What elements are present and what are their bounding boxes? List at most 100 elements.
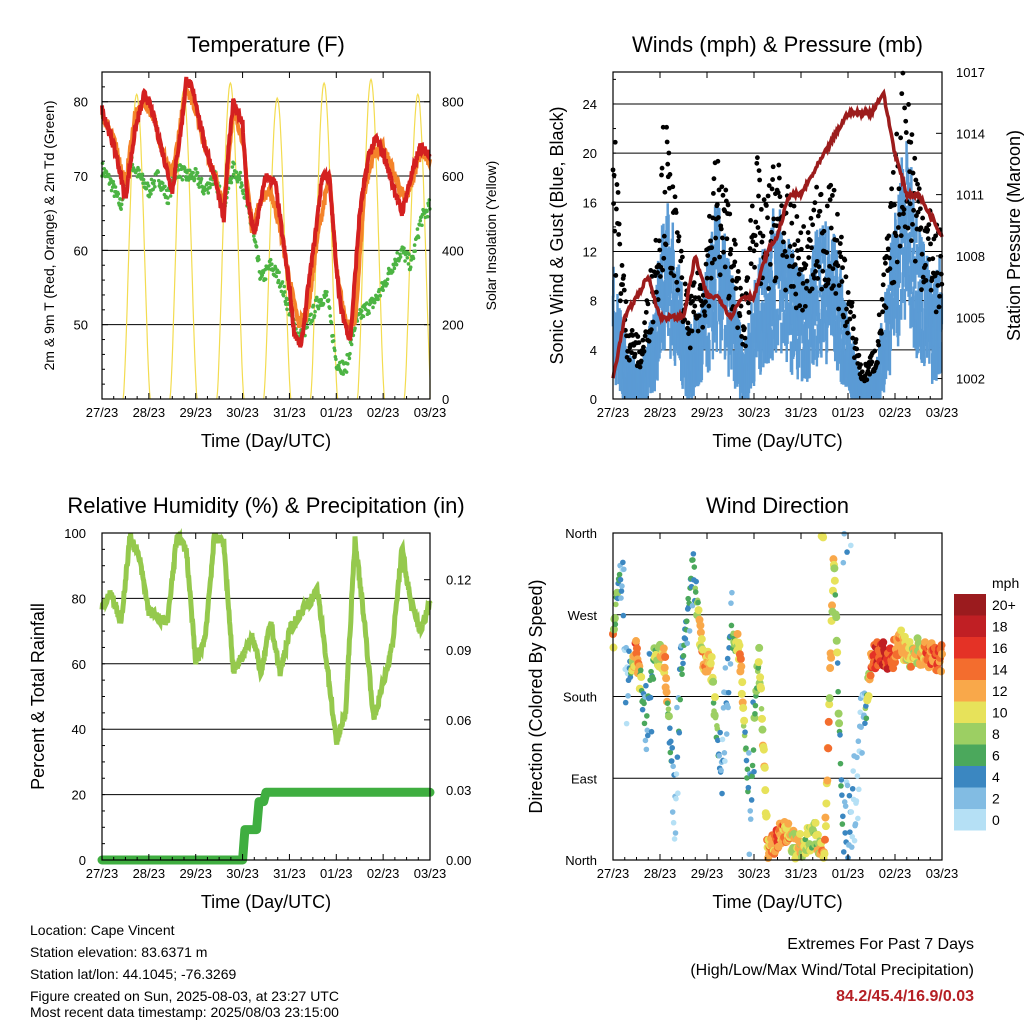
dewpoint-point: [331, 339, 336, 343]
gust-point: [844, 306, 849, 312]
wind-direction-point: [643, 746, 650, 753]
y-right-axis-title: Solar Insolation (Yellow): [483, 161, 499, 311]
gust-point: [775, 190, 781, 195]
gust-point: [822, 277, 828, 283]
dewpoint-point: [147, 194, 152, 199]
wind-direction-point: [733, 630, 742, 639]
dewpoint-point: [349, 342, 354, 347]
y-tick-label: North: [565, 853, 597, 868]
gust-point: [826, 277, 831, 283]
gust-point: [687, 345, 693, 351]
y-tick-label: 50: [74, 318, 88, 333]
wind-direction-point: [858, 724, 864, 730]
gust-point: [917, 206, 923, 212]
wind-direction-point: [728, 622, 735, 629]
gust-point: [911, 207, 917, 213]
dewpoint-point: [199, 176, 204, 181]
y-tick-label: 80: [72, 591, 86, 606]
gust-point: [928, 241, 933, 247]
legend-swatch: [954, 701, 986, 723]
wind-direction-point: [610, 614, 619, 623]
info-recent: Most recent data timestamp: 2025/08/03 2…: [30, 1004, 339, 1020]
info-latlon: Station lat/lon: 44.1045; -76.3269: [30, 966, 237, 982]
wind-direction-point: [823, 776, 832, 785]
y-tick-label: 16: [583, 195, 597, 210]
wind-direction-point: [830, 576, 839, 585]
extremes-values: 84.2/45.4/16.9/0.03: [836, 988, 974, 1005]
wind-direction-point: [641, 720, 648, 727]
y-right-tick-label: 1017: [956, 65, 985, 80]
gust-point: [777, 194, 783, 200]
wind-direction-point: [844, 549, 850, 555]
gust-point: [796, 271, 802, 277]
legend-label: 16: [992, 640, 1008, 656]
gust-point: [635, 334, 641, 339]
gust-point: [758, 206, 764, 212]
gust-point: [801, 224, 807, 229]
extremes-title: Extremes For Past 7 Days: [787, 936, 974, 953]
wind-direction-point: [863, 703, 869, 709]
wind-direction-point: [719, 736, 726, 743]
wind-direction-point: [721, 750, 728, 756]
dewpoint-point: [353, 326, 357, 331]
x-tick-label: 30/23: [226, 866, 259, 881]
gust-point: [722, 264, 728, 270]
wind-direction-point: [833, 648, 842, 657]
legend-title: mph: [992, 575, 1019, 591]
dewpoint-point: [192, 177, 197, 181]
gust-point: [831, 283, 836, 289]
gust-point: [751, 248, 757, 254]
wind-direction-point: [625, 693, 631, 699]
gust-point: [728, 246, 734, 252]
dewpoint-point: [261, 270, 266, 275]
gust-point: [856, 352, 862, 358]
gust-point: [706, 303, 712, 309]
wind-direction-point: [828, 601, 837, 610]
gust-point: [789, 220, 795, 226]
wind-direction-point: [713, 713, 719, 719]
wind-direction-point: [707, 652, 716, 661]
gust-point: [886, 233, 892, 239]
wind-direction-point: [673, 771, 680, 777]
dewpoint-point: [378, 293, 383, 298]
wind-direction-point: [846, 792, 853, 799]
gust-point: [673, 210, 679, 215]
wind-direction-point: [844, 782, 851, 789]
gust-point: [746, 310, 752, 315]
gust-point: [735, 269, 741, 274]
gust-point: [682, 281, 688, 287]
legend-label: 4: [992, 769, 1000, 785]
wind-direction-point: [838, 783, 844, 789]
gust-point: [685, 320, 691, 326]
wind-direction-point: [632, 637, 641, 646]
wind-direction-point: [824, 744, 833, 753]
wind-direction-point: [839, 792, 845, 798]
gust-point: [880, 309, 885, 315]
wind-direction-point: [891, 658, 899, 667]
dewpoint-point: [392, 266, 397, 271]
gust-point: [819, 286, 825, 292]
x-tick-label: 01/23: [320, 405, 353, 420]
x-axis-title: Time (Day/UTC): [201, 892, 331, 912]
dewpoint-point: [312, 314, 317, 318]
wind-direction-point: [685, 595, 691, 602]
wind-direction-point: [639, 706, 646, 713]
gust-point: [671, 273, 677, 279]
gust-point: [645, 301, 651, 307]
gust-point: [754, 160, 760, 166]
gust-point: [889, 186, 895, 192]
gust-point: [831, 187, 837, 193]
chart-title: Wind Direction: [706, 493, 849, 518]
gust-point: [813, 269, 818, 274]
x-tick-label: 01/23: [832, 866, 865, 881]
gust-point: [678, 258, 684, 264]
gust-point: [806, 255, 812, 260]
gust-point: [796, 255, 801, 261]
gust-point: [689, 328, 695, 334]
wind-direction-point: [644, 713, 650, 719]
gust-point: [797, 303, 803, 309]
dewpoint-point: [234, 170, 239, 174]
wind-direction-point: [855, 815, 861, 822]
gust-point: [933, 309, 939, 315]
gust-point: [812, 200, 818, 206]
